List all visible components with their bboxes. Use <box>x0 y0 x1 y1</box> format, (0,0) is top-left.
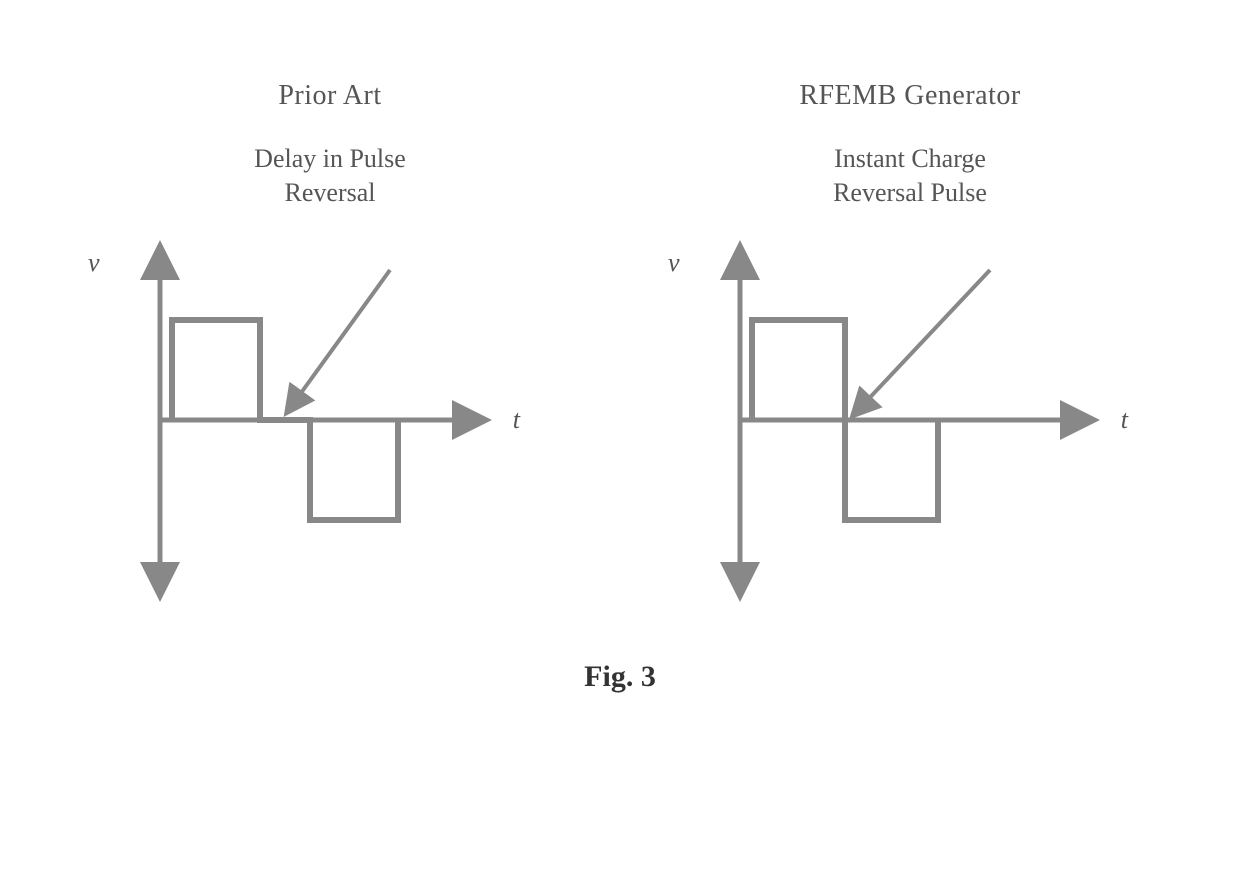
panel-title-left: Prior Art <box>90 80 570 112</box>
axis-label-v-right: v <box>668 248 680 278</box>
figure-caption: Fig. 3 <box>0 660 1240 694</box>
axis-label-t-left: t <box>513 405 520 435</box>
chart-area-left: v t <box>110 220 550 620</box>
panel-rfemb: RFEMB Generator Instant Charge Reversal … <box>670 80 1150 620</box>
waveform-svg-right <box>690 220 1130 620</box>
subtitle-line2-right: Reversal Pulse <box>833 178 987 207</box>
waveform-svg-left <box>110 220 550 620</box>
chart-area-right: v t <box>690 220 1130 620</box>
subtitle-line1-left: Delay in Pulse <box>254 144 406 173</box>
subtitle-line1-right: Instant Charge <box>834 144 986 173</box>
panel-prior-art: Prior Art Delay in Pulse Reversal v t <box>90 80 570 620</box>
axis-label-v-left: v <box>88 248 100 278</box>
axis-label-t-right: t <box>1121 405 1128 435</box>
pointer-arrow-right <box>860 270 990 408</box>
subtitle-line2-left: Reversal <box>285 178 376 207</box>
figure-container: Prior Art Delay in Pulse Reversal v t <box>0 0 1240 620</box>
panel-subtitle-left: Delay in Pulse Reversal <box>90 142 570 210</box>
panel-title-right: RFEMB Generator <box>670 80 1150 112</box>
panel-subtitle-right: Instant Charge Reversal Pulse <box>670 142 1150 210</box>
pointer-arrow-left <box>293 270 390 404</box>
